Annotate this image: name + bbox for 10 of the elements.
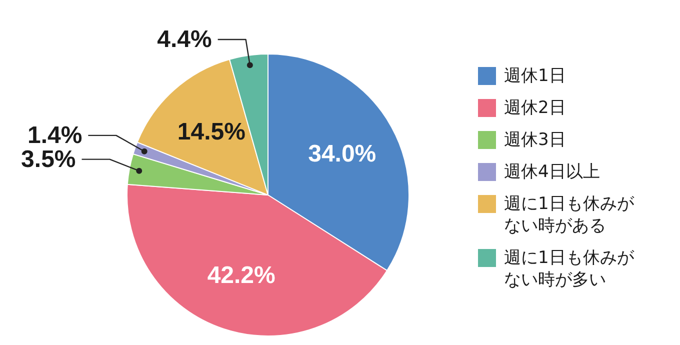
legend-label: 週に1日も休みがない時が多い (504, 246, 635, 290)
legend-label: 週休4日以上 (504, 160, 601, 182)
legend-label: 週に1日も休みがない時がある (504, 192, 635, 236)
legend-label: 週休3日 (504, 128, 567, 150)
data-label: 34.0% (308, 140, 376, 168)
data-label: 14.5% (177, 118, 246, 146)
legend-label: 週休2日 (504, 96, 567, 118)
data-label: 4.4% (157, 26, 212, 54)
legend-label: 週休1日 (504, 64, 567, 86)
data-label: 42.2% (207, 262, 276, 289)
